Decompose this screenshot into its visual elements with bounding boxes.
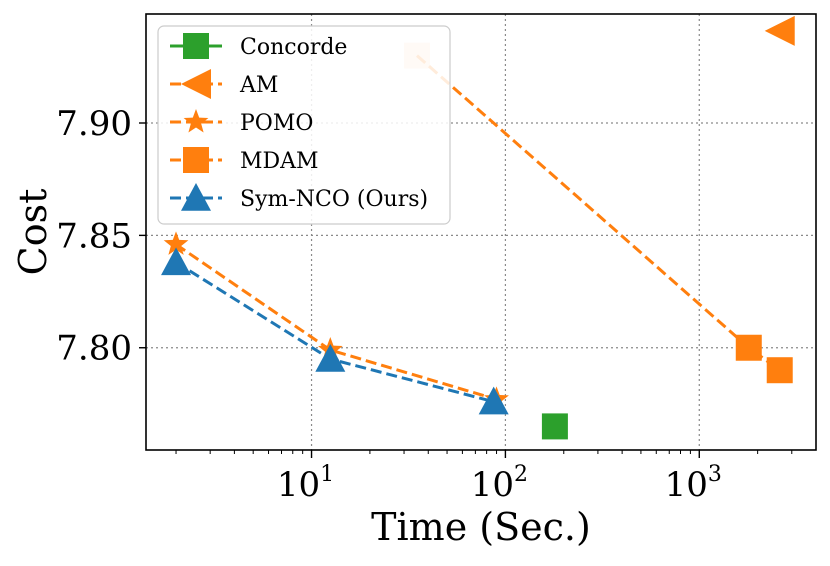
legend-item-sym-nco-ours: Sym-NCO (Ours) xyxy=(170,183,428,212)
legend-item-mdam: MDAM xyxy=(170,147,319,174)
series-am xyxy=(764,15,795,46)
x-axis-title: Time (Sec.) xyxy=(371,505,591,549)
x-tick-exponent: 3 xyxy=(708,462,722,487)
y-tick-label: 7.85 xyxy=(56,216,132,256)
x-tick-label: 102 xyxy=(471,462,528,505)
data-point-sym-nco-ours xyxy=(161,247,192,276)
x-tick-base: 10 xyxy=(471,465,514,505)
legend-marker xyxy=(183,33,209,59)
y-tick-label: 7.80 xyxy=(56,329,132,369)
legend-marker xyxy=(181,183,211,211)
legend-label: AM xyxy=(239,73,278,98)
data-point-mdam xyxy=(735,334,762,361)
data-point-am xyxy=(764,15,795,46)
legend: Concorde AM POMO MDAM Sym-NCO (Ours) xyxy=(157,25,451,225)
legend-item-am: AM xyxy=(170,69,278,99)
x-tick-exponent: 2 xyxy=(514,462,528,487)
series-concorde xyxy=(541,413,568,440)
data-point-sym-nco-ours xyxy=(478,386,509,415)
x-tick-label: 103 xyxy=(665,462,722,505)
legend-item-pomo: POMO xyxy=(170,109,313,136)
legend-label: MDAM xyxy=(240,149,319,174)
legend-marker xyxy=(181,69,211,99)
y-tick-label: 7.90 xyxy=(56,104,132,144)
y-axis-title: Cost xyxy=(11,189,55,276)
x-tick-base: 10 xyxy=(277,465,320,505)
data-point-concorde xyxy=(541,413,568,440)
x-tick-label: 101 xyxy=(277,462,334,505)
series-sym-nco-ours xyxy=(161,247,509,415)
data-point-pomo xyxy=(163,231,189,255)
legend-marker xyxy=(183,147,209,173)
legend-label: POMO xyxy=(240,111,313,136)
legend-marker xyxy=(183,109,209,133)
legend-label: Concorde xyxy=(240,35,347,60)
legend-box xyxy=(157,25,451,225)
x-tick-base: 10 xyxy=(665,465,708,505)
legend-label: Sym-NCO (Ours) xyxy=(240,187,428,212)
plot-frame xyxy=(145,13,817,451)
legend-item-concorde: Concorde xyxy=(170,33,347,60)
data-point-sym-nco-ours xyxy=(315,343,346,372)
x-tick-exponent: 1 xyxy=(320,462,334,487)
data-point-mdam xyxy=(766,357,793,384)
